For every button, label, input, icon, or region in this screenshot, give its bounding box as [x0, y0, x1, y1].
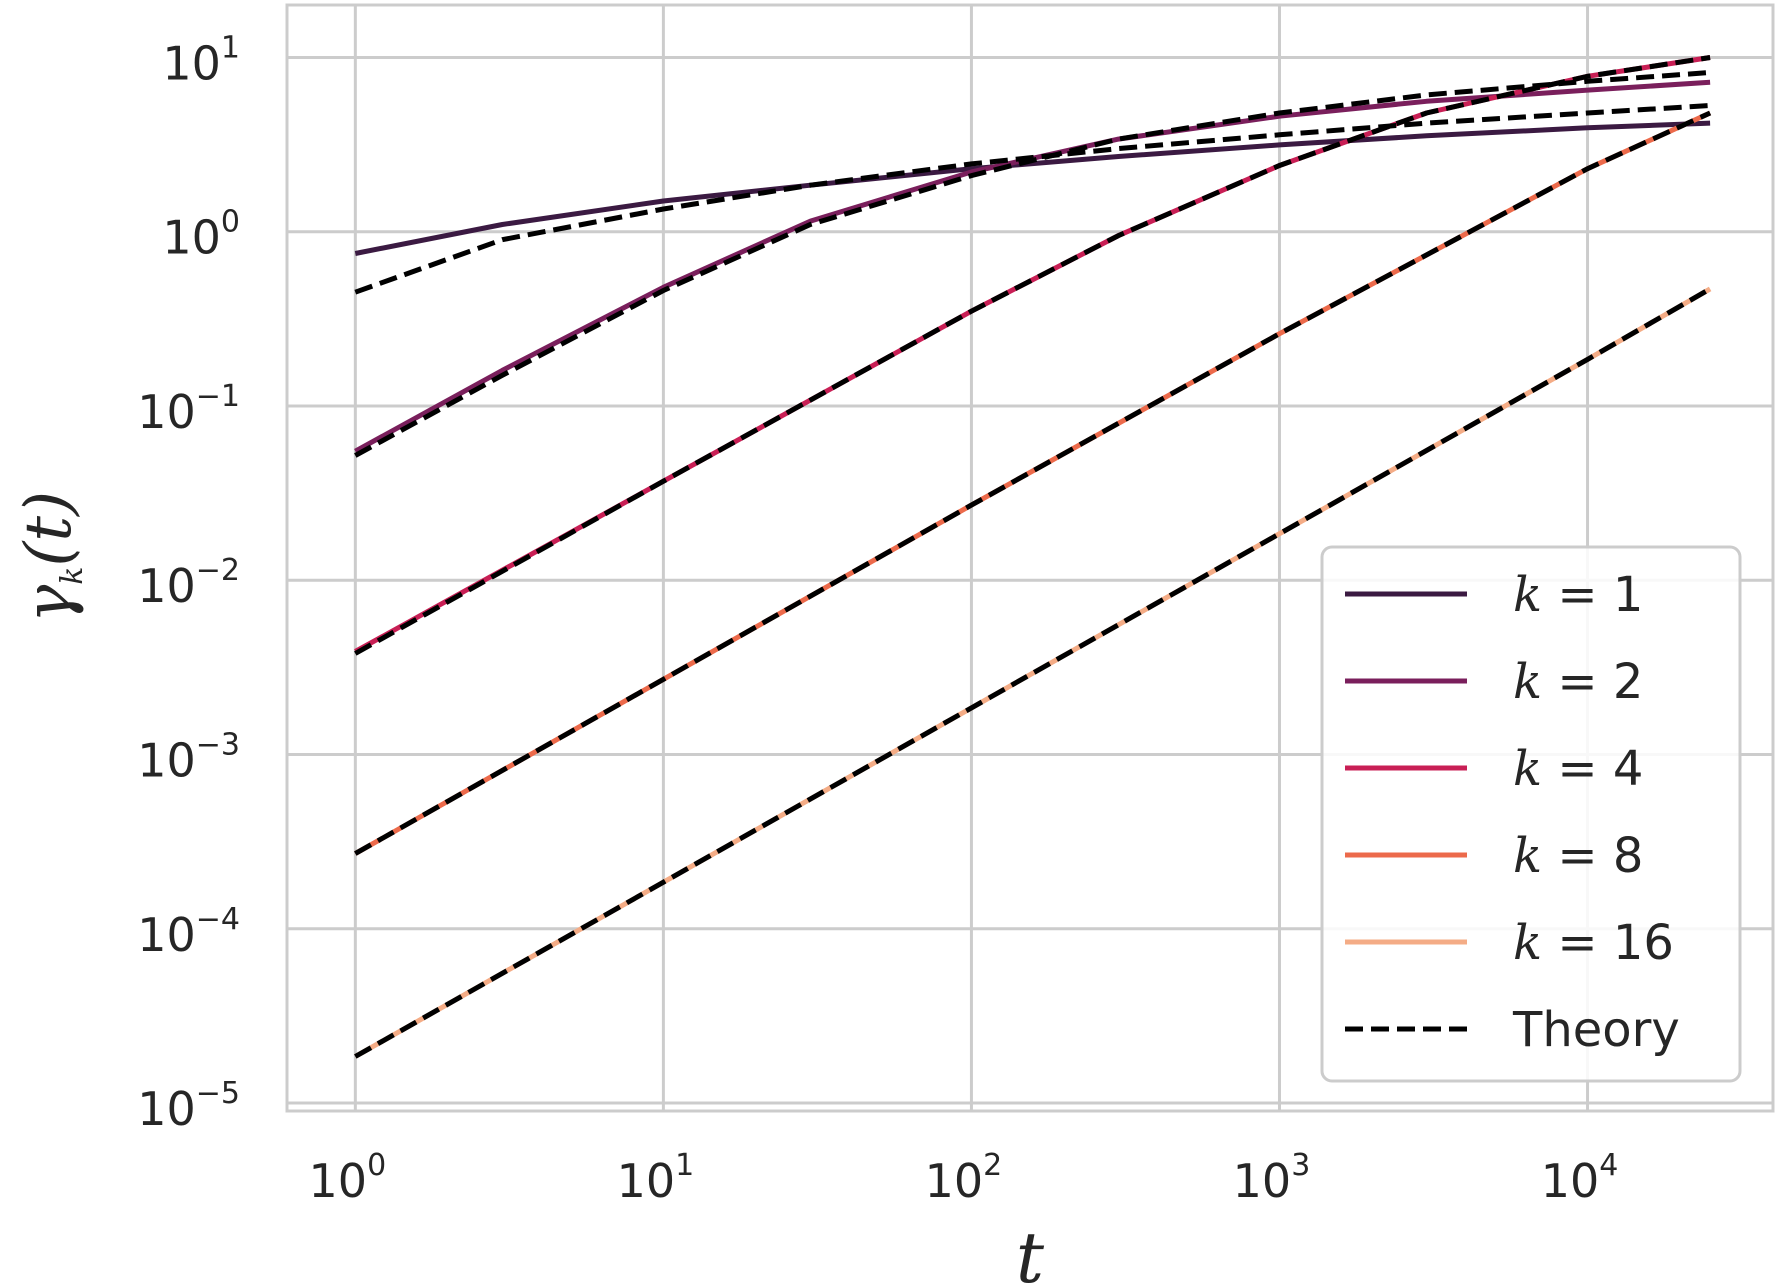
- legend-label: k = 16: [1513, 915, 1674, 971]
- y-tick-label: 10−1: [137, 379, 240, 439]
- legend-label: k = 2: [1513, 654, 1643, 710]
- legend-box: [1320, 545, 1742, 1083]
- x-tick-labels: 100 101 102 103 104: [309, 1148, 1619, 1208]
- x-tick-label: 101: [617, 1148, 695, 1208]
- y-tick-label: 10−4: [137, 902, 240, 962]
- x-tick-label: 100: [309, 1148, 387, 1208]
- theory-line-3: [354, 55, 1711, 656]
- plot-frame: [285, 3, 1775, 1113]
- y-tick-label: 10−2: [137, 553, 240, 613]
- legend-label: k = 8: [1513, 828, 1643, 884]
- series-line-k-1: [354, 120, 1711, 256]
- x-axis-label: t: [1016, 1217, 1045, 1286]
- y-axis-label: γk(t): [12, 491, 90, 623]
- y-tick-labels: 101 100 10−1 10−2 10−3 10−4 10−5: [137, 30, 240, 1136]
- y-tick-label: 10−3: [137, 728, 240, 788]
- y-tick-label: 101: [162, 30, 240, 90]
- theory-line-4: [354, 110, 1712, 856]
- x-tick-label: 103: [1233, 1148, 1311, 1208]
- series-line-k-2: [354, 79, 1711, 454]
- legend-label: Theory: [1512, 1002, 1680, 1058]
- plot-lines: [354, 55, 1712, 1059]
- y-tick-label: 100: [162, 205, 240, 265]
- theory-line-5: [354, 286, 1712, 1059]
- legend-label: k = 1: [1513, 567, 1643, 623]
- x-tick-label: 104: [1541, 1148, 1619, 1208]
- theory-line-2: [354, 70, 1711, 458]
- legend-label: k = 4: [1513, 741, 1643, 797]
- x-tick-label: 102: [925, 1148, 1003, 1208]
- y-tick-label: 10−5: [137, 1076, 240, 1136]
- legend: k = 1 k = 2 k = 4 k = 8 k = 16 Theory: [1320, 545, 1742, 1083]
